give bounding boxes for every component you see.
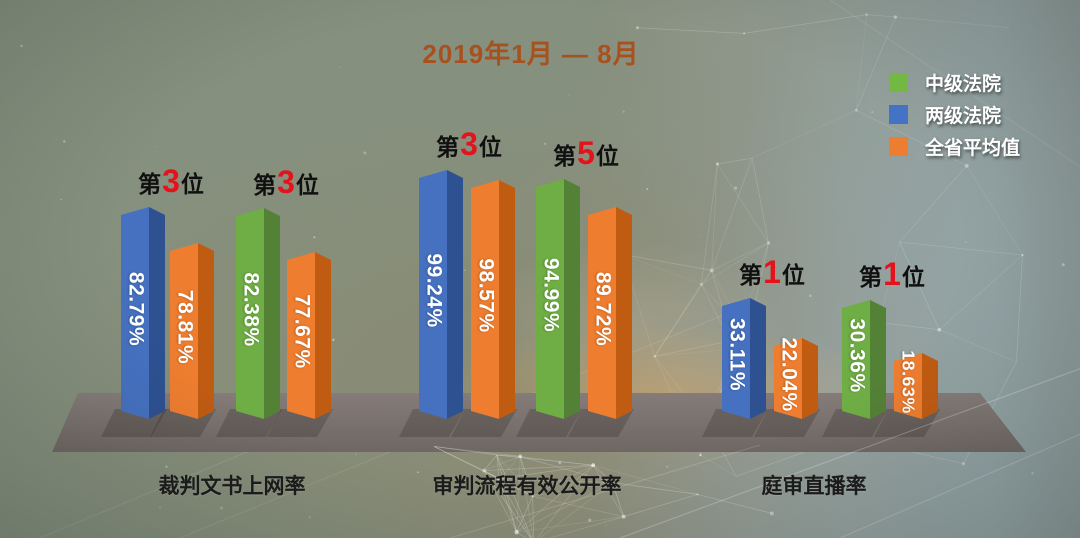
legend: 中级法院 两级法院 全省平均值 — [889, 72, 1020, 168]
category-label-trial-process-disclosure-rate: 审判流程有效公开率 — [432, 475, 622, 498]
background-glow-warm — [430, 325, 900, 460]
legend-item-label: 两级法院 — [925, 105, 1002, 127]
legend-swatch-orange — [889, 136, 908, 156]
rank-label: 第3位 — [436, 126, 502, 162]
legend-item-label: 全省平均值 — [925, 137, 1021, 159]
legend-swatch-green — [889, 72, 908, 92]
legend-item-province-average: 全省平均值 — [889, 136, 1020, 159]
category-label-judgment-documents-online-rate: 裁判文书上网率 — [158, 475, 306, 498]
chart-title: 2019年1月 — 8月 — [422, 39, 640, 69]
rank-label: 第3位 — [253, 164, 319, 200]
legend-item-intermediate-court: 中级法院 — [889, 72, 1020, 95]
legend-swatch-blue — [889, 104, 908, 124]
rank-label: 第5位 — [553, 135, 619, 171]
rank-label: 第3位 — [138, 163, 204, 199]
category-label-court-live-broadcast-rate: 庭审直播率 — [761, 475, 867, 498]
legend-item-label: 中级法院 — [925, 73, 1002, 95]
rank-label: 第1位 — [859, 256, 925, 292]
rank-label: 第1位 — [739, 254, 805, 290]
legend-item-two-level-court: 两级法院 — [889, 104, 1020, 127]
